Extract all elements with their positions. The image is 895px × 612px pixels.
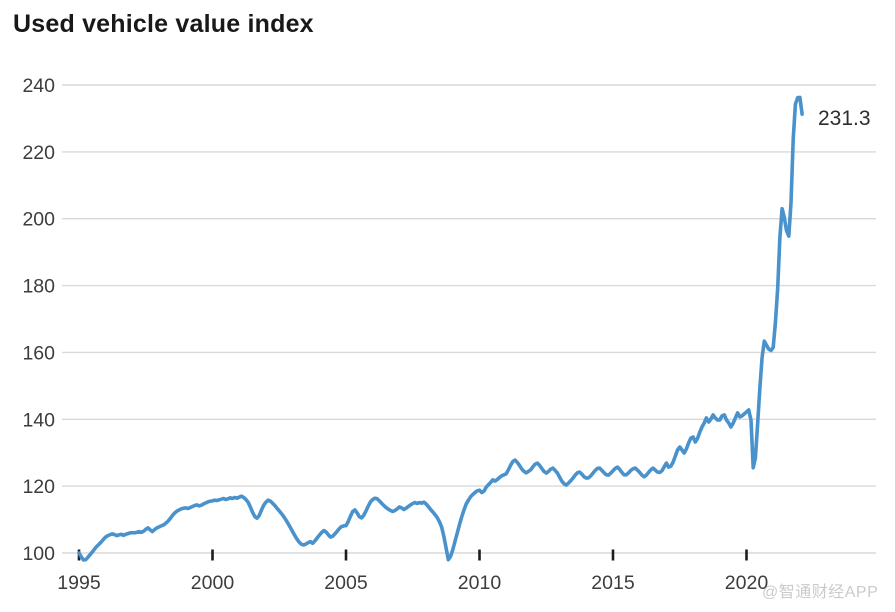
- y-tick-label: 200: [22, 209, 55, 231]
- x-tick-label: 2020: [725, 572, 769, 594]
- x-tick-label: 2005: [324, 572, 368, 594]
- x-tick-label: 2015: [591, 572, 635, 594]
- x-tick-label: 2010: [458, 572, 502, 594]
- y-tick-label: 120: [22, 476, 55, 498]
- y-tick-label: 160: [22, 342, 55, 364]
- watermark: @智通财经APP: [762, 584, 879, 601]
- y-tick-label: 100: [22, 543, 55, 565]
- y-tick-label: 220: [22, 142, 55, 164]
- y-tick-label: 240: [22, 75, 55, 97]
- y-tick-label: 180: [22, 276, 55, 298]
- latest-value-annotation: 231.3: [818, 107, 871, 130]
- value-line: [77, 95, 804, 562]
- x-tick-label: 1995: [57, 572, 101, 594]
- y-tick-label: 140: [22, 409, 55, 431]
- x-tick-label: 2000: [191, 572, 235, 594]
- chart-title: Used vehicle value index: [13, 10, 314, 38]
